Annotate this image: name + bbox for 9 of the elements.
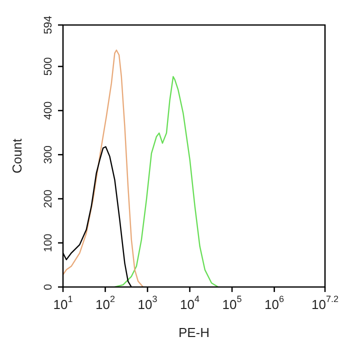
y-tick-label: 0	[42, 284, 55, 290]
y-tick-label: 300	[42, 145, 55, 164]
y-tick-label: 200	[42, 190, 55, 208]
y-tick-label: 100	[42, 234, 55, 252]
y-tick-label: 594	[42, 16, 55, 34]
y-axis-title: Count	[10, 138, 25, 174]
y-tick-label: 400	[42, 101, 55, 120]
x-axis-title: PE-H	[178, 325, 210, 340]
y-tick-label: 500	[42, 57, 55, 76]
